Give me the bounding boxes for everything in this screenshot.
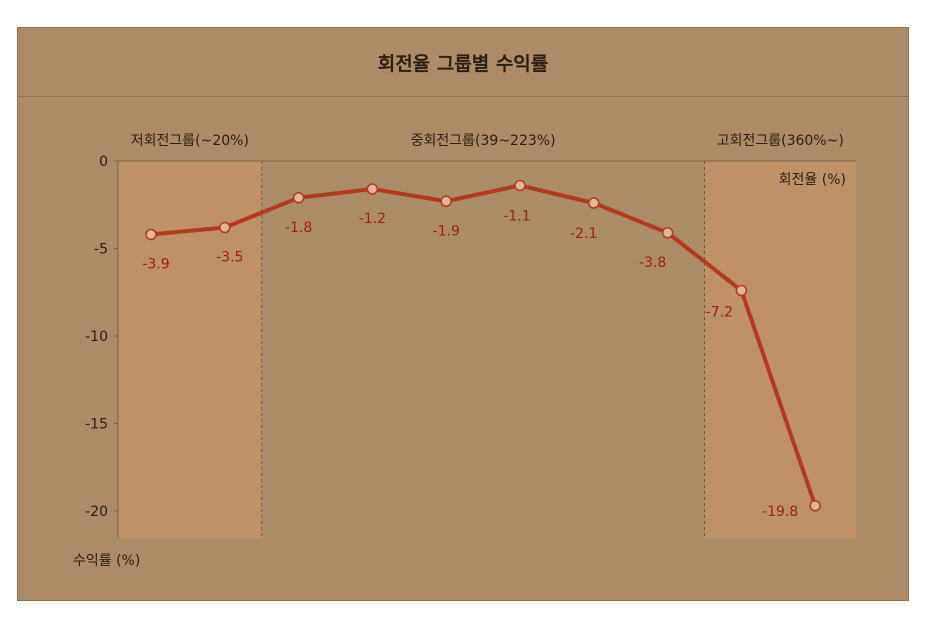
y-tick-label-3: -15 [85, 417, 108, 433]
data-label-6: -2.1 [570, 226, 597, 242]
chart-panel: 회전율 그룹별 수익률 저회전그룹(~20%) 중회전그룹(39~223%) 고회전… [17, 27, 909, 601]
data-label-9: -19.8 [762, 504, 798, 520]
y-tick-label-2: -10 [85, 329, 108, 345]
chart-title-bar: 회전율 그룹별 수익률 [18, 28, 908, 97]
data-label-1: -3.5 [216, 250, 243, 266]
data-point-3 [366, 183, 379, 195]
data-point-4 [440, 195, 452, 207]
data-label-3: -1.2 [359, 211, 386, 227]
y-tick-label-4: -20 [85, 504, 108, 520]
chart-title: 회전율 그룹별 수익률 [377, 52, 549, 75]
y-tick-label-1: -5 [94, 242, 108, 258]
data-point-5 [514, 179, 526, 192]
data-label-0: -3.9 [142, 257, 169, 273]
group-highlight-2 [704, 161, 856, 538]
x-axis-title: 회전율 (%) [779, 172, 846, 188]
series-line [149, 183, 818, 508]
data-point-8 [735, 284, 748, 297]
data-point-7 [661, 227, 674, 239]
y-axis-title: 수익률 (%) [73, 553, 140, 569]
group-label-2: 고회전그룹(360%~) [717, 133, 844, 149]
data-point-6 [588, 197, 600, 209]
group-label-1: 중회전그룹(39~223%) [411, 133, 556, 149]
group-label-0: 저회전그룹(~20%) [131, 133, 249, 149]
y-tick-label-0: 0 [99, 154, 108, 170]
data-label-2: -1.8 [285, 220, 312, 236]
data-point-1 [219, 221, 231, 234]
data-label-5: -1.1 [503, 209, 530, 225]
data-label-8: -7.2 [706, 305, 733, 321]
group-highlight-0 [118, 161, 262, 538]
data-label-4: -1.9 [433, 223, 460, 239]
data-label-7: -3.8 [639, 255, 666, 271]
line-chart: 저회전그룹(~20%) 중회전그룹(39~223%) 고회전그룹(360%~) 0 -5… [73, 133, 856, 569]
data-point-2 [292, 192, 305, 204]
data-point-9 [809, 500, 821, 512]
data-point-0 [145, 228, 157, 241]
